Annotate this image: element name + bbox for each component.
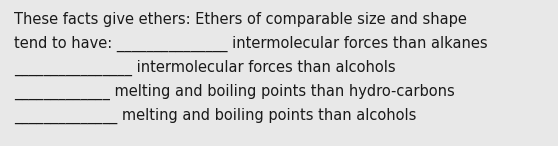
Text: _____________ melting and boiling points than hydro-carbons: _____________ melting and boiling points… bbox=[14, 84, 455, 100]
Text: ______________ melting and boiling points than alcohols: ______________ melting and boiling point… bbox=[14, 108, 416, 124]
Text: These facts give ethers: Ethers of comparable size and shape: These facts give ethers: Ethers of compa… bbox=[14, 12, 467, 27]
Text: tend to have: _______________ intermolecular forces than alkanes: tend to have: _______________ intermolec… bbox=[14, 36, 488, 52]
Text: ________________ intermolecular forces than alcohols: ________________ intermolecular forces t… bbox=[14, 60, 396, 76]
